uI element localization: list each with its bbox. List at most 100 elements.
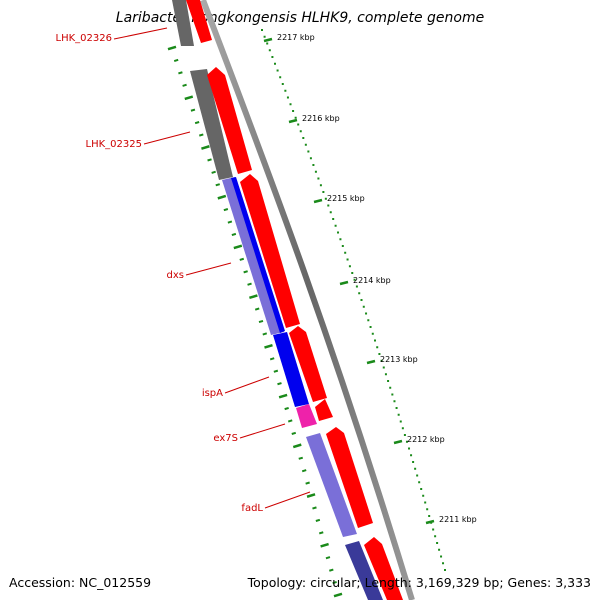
scale-dot	[442, 562, 445, 565]
feature-fwd-2	[207, 67, 252, 174]
scale-dot	[382, 366, 385, 369]
scale-dot	[380, 359, 383, 362]
scale-dot	[358, 292, 361, 295]
scale-dot	[414, 467, 417, 470]
inner-tick	[239, 257, 245, 261]
scale-major-tick	[313, 198, 323, 204]
feature-fadl-reverse	[306, 433, 357, 537]
inner-tick	[184, 95, 194, 101]
scale-dot	[341, 245, 344, 247]
inner-tick	[178, 71, 183, 75]
scale-dot	[319, 184, 322, 187]
inner-tick	[258, 319, 264, 324]
inner-tick	[269, 357, 275, 361]
scale-dot	[263, 35, 266, 38]
scale-label: 2211 kbp	[439, 515, 477, 524]
gene-label-connector	[143, 131, 191, 145]
scale-dot	[292, 110, 295, 112]
inner-tick	[198, 133, 204, 137]
inner-tick	[278, 393, 288, 399]
scale-dot	[307, 150, 310, 153]
inner-tick	[262, 332, 268, 336]
inner-tick	[223, 208, 229, 212]
inner-tick	[291, 431, 297, 435]
inner-tick	[301, 469, 307, 473]
inner-tick	[215, 183, 221, 187]
scale-dot	[355, 285, 358, 288]
scale-dot	[412, 461, 415, 463]
scale-major-tick	[263, 37, 273, 43]
feature-fwd-7	[364, 537, 403, 600]
scale-dot	[405, 440, 408, 443]
scale-dot	[393, 400, 396, 403]
inner-tick	[292, 443, 302, 449]
scale-dot	[284, 89, 287, 92]
inner-tick	[227, 220, 233, 224]
inner-tick	[273, 369, 279, 373]
scale-dot	[317, 177, 320, 180]
scale-dot	[289, 103, 292, 106]
gene-label: ex7S	[213, 433, 238, 444]
scale-dot	[365, 312, 368, 315]
inner-tick	[329, 568, 334, 572]
scale-dot	[268, 49, 271, 52]
scale-dot	[271, 56, 274, 58]
scale-dot	[309, 157, 312, 160]
scale-dot	[387, 380, 390, 382]
scale-dot	[324, 197, 327, 200]
scale-ring	[261, 29, 446, 571]
scale-dot	[273, 62, 276, 65]
inner-tick	[231, 232, 237, 237]
scale-dot	[276, 69, 279, 72]
scale-dot	[294, 116, 297, 119]
scale-dot	[286, 96, 289, 99]
gene-label: ispA	[202, 388, 223, 399]
inner-tick	[320, 542, 329, 548]
scale-labels: 2217 kbp 2216 kbp 2215 kbp 2214 kbp 2213 kbp…	[263, 33, 477, 525]
scale-dot	[444, 569, 446, 571]
feature-lhk02326-reverse	[172, 0, 194, 46]
inner-tick	[247, 282, 252, 286]
inner-tick	[167, 45, 177, 51]
scale-dot	[418, 481, 421, 484]
scale-dot	[422, 494, 425, 497]
scale-dot	[389, 386, 392, 389]
scale-dot	[266, 42, 269, 45]
feature-fwd-1	[186, 0, 212, 43]
feature-lhk02325-reverse	[190, 69, 233, 180]
inner-tick	[277, 382, 282, 386]
scale-dot	[420, 488, 423, 490]
scale-dot	[327, 204, 330, 207]
scale-dot	[302, 137, 305, 139]
scale-dot	[408, 447, 411, 450]
inner-tick	[264, 343, 273, 349]
gene-label: LHK_02325	[86, 139, 142, 150]
inner-tick	[325, 556, 331, 560]
scale-dot	[362, 305, 365, 308]
scale-dot	[434, 535, 437, 538]
scale-major-tick	[366, 359, 376, 365]
inner-tick	[287, 419, 293, 423]
scale-label: 2213 kbp	[380, 355, 418, 364]
gene-label: fadL	[241, 503, 263, 514]
scale-dot	[339, 238, 342, 241]
scale-dot	[261, 29, 263, 31]
scale-dot	[353, 278, 356, 281]
genome-backbone	[200, 0, 415, 600]
scale-label: 2214 kbp	[353, 276, 391, 285]
feature-fwd-4	[289, 326, 327, 402]
scale-dot	[332, 218, 335, 220]
gene-label: LHK_02326	[56, 33, 112, 44]
gene-label-connector	[185, 262, 232, 276]
feature-dxs-core	[231, 177, 285, 333]
scale-label: 2215 kbp	[327, 194, 365, 203]
inner-tick	[318, 531, 324, 535]
scale-dot	[371, 332, 374, 335]
scale-dot	[426, 508, 429, 511]
inner-tick	[306, 493, 316, 498]
gene-label-connectors	[113, 27, 311, 509]
scale-dot	[384, 373, 387, 376]
scale-dot	[410, 454, 413, 457]
